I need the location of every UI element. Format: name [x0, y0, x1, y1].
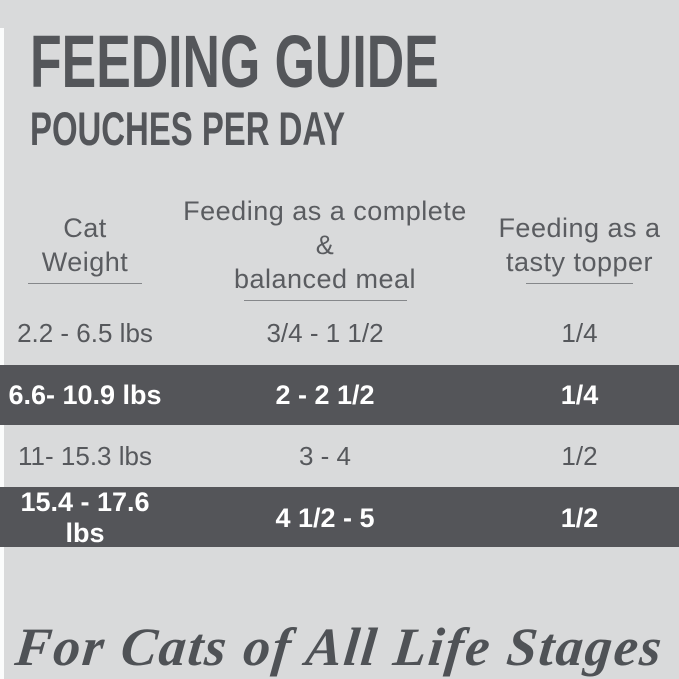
cell-tasty-topper: 1/4: [561, 317, 598, 348]
table-row: 2.2 - 6.5 lbs 3/4 - 1 1/2 1/4: [0, 301, 679, 365]
cell-complete-meal: 3 - 4: [298, 440, 352, 471]
cell-cat-weight: 6.6- 10.9 lbs: [8, 379, 162, 410]
table-row-highlighted: 15.4 - 17.6 lbs 4 1/2 - 5 1/2: [0, 487, 679, 548]
feeding-guide-table: Cat Weight Feeding as a complete & balan…: [0, 194, 679, 548]
column-header-line: tasty topper: [505, 247, 654, 277]
column-header-line: balanced meal: [233, 264, 417, 294]
cell-cat-weight: 15.4 - 17.6 lbs: [20, 487, 150, 548]
left-edge-highlight: [0, 28, 4, 679]
table-row: 11- 15.3 lbs 3 - 4 1/2: [0, 425, 679, 487]
column-header-line: Feeding as a: [498, 213, 661, 243]
cell-complete-meal: 3/4 - 1 1/2: [266, 317, 384, 348]
header-underline: [526, 283, 633, 284]
column-header-complete-meal: Feeding as a complete & balanced meal: [170, 194, 480, 301]
header-underline: [28, 283, 142, 284]
title-block: FEEDING GUIDE POUCHES PER DAY: [0, 0, 679, 154]
page-subtitle: POUCHES PER DAY: [30, 102, 346, 155]
cell-tasty-topper: 1/2: [561, 440, 598, 471]
cell-cat-weight: 2.2 - 6.5 lbs: [17, 317, 153, 348]
column-header-line: Cat: [63, 213, 107, 243]
cell-complete-meal: 4 1/2 - 5: [275, 502, 375, 533]
column-header-line: Weight: [41, 247, 129, 277]
page-title: FEEDING GUIDE: [30, 20, 439, 103]
life-stages-tagline: For Cats of All Life Stages: [12, 617, 667, 677]
cell-tasty-topper: 1/2: [560, 502, 599, 533]
column-header-line: Feeding as a complete &: [183, 196, 467, 260]
column-header-cat-weight: Cat Weight: [0, 211, 170, 284]
table-row-highlighted: 6.6- 10.9 lbs 2 - 2 1/2 1/4: [0, 365, 679, 425]
cell-complete-meal: 2 - 2 1/2: [275, 379, 375, 410]
header-underline: [243, 300, 407, 301]
cell-tasty-topper: 1/4: [560, 379, 599, 410]
column-header-tasty-topper: Feeding as a tasty topper: [480, 211, 679, 284]
table-header-row: Cat Weight Feeding as a complete & balan…: [0, 194, 679, 301]
cell-cat-weight: 11- 15.3 lbs: [18, 440, 152, 471]
